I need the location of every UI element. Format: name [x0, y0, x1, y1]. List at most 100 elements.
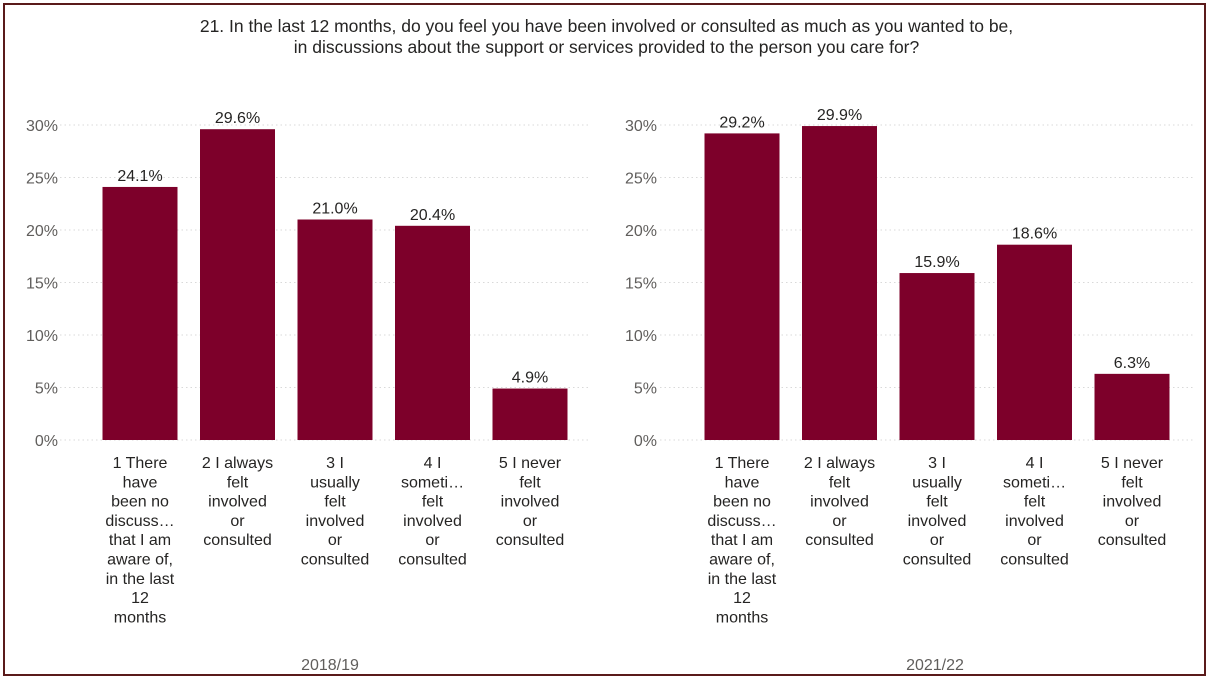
x-tick-label: aware of,: [709, 552, 775, 569]
data-label: 4.9%: [512, 370, 548, 387]
y-tick-label: 25%: [625, 171, 657, 188]
x-tick-label: felt: [324, 494, 346, 511]
x-tick-label: 5 I never: [1101, 455, 1164, 472]
bar: [297, 219, 373, 440]
y-tick-label: 5%: [35, 381, 58, 398]
bar: [997, 244, 1072, 440]
x-tick-label: someti…: [401, 474, 464, 491]
y-tick-label: 20%: [26, 223, 58, 240]
x-tick-label: or: [1027, 532, 1042, 549]
x-tick-label: in the last: [106, 571, 175, 588]
y-tick-label: 25%: [26, 171, 58, 188]
x-tick-label: felt: [422, 494, 444, 511]
data-label: 29.2%: [719, 114, 764, 131]
x-tick-label: usually: [912, 474, 962, 491]
y-tick-label: 5%: [634, 381, 657, 398]
x-tick-label: involved: [208, 494, 267, 511]
x-axis-title: 2021/22: [906, 657, 964, 674]
x-tick-label: have: [725, 474, 760, 491]
x-tick-label: consulted: [496, 532, 565, 549]
y-tick-label: 10%: [625, 328, 657, 345]
x-tick-label: 3 I: [928, 455, 946, 472]
x-tick-label: 4 I: [424, 455, 442, 472]
x-tick-label: 1 There: [113, 455, 168, 472]
x-tick-label: involved: [403, 513, 462, 530]
data-label: 6.3%: [1114, 355, 1150, 372]
x-tick-label: 1 There: [715, 455, 770, 472]
x-tick-label: involved: [1103, 494, 1162, 511]
data-label: 29.6%: [215, 110, 260, 127]
x-tick-label: months: [716, 609, 768, 626]
x-tick-label: 4 I: [1026, 455, 1044, 472]
y-tick-label: 20%: [625, 223, 657, 240]
bar: [200, 129, 275, 440]
x-tick-label: that I am: [711, 532, 773, 549]
x-tick-label: 12: [733, 590, 751, 607]
chart-title: 21. In the last 12 months, do you feel y…: [0, 16, 1213, 58]
chart-frame: [3, 3, 1206, 676]
x-tick-label: consulted: [1000, 552, 1069, 569]
bar: [492, 388, 568, 440]
x-tick-label: usually: [310, 474, 360, 491]
y-tick-label: 30%: [26, 118, 58, 135]
x-tick-label: consulted: [805, 532, 874, 549]
x-tick-label: that I am: [109, 532, 171, 549]
data-label: 24.1%: [117, 168, 162, 185]
x-tick-label: or: [328, 532, 343, 549]
x-tick-label: consulted: [1098, 532, 1167, 549]
x-tick-label: in the last: [708, 571, 777, 588]
x-tick-label: or: [523, 513, 538, 530]
x-tick-label: discuss…: [105, 513, 174, 530]
data-label: 21.0%: [312, 201, 357, 218]
bar: [704, 133, 780, 440]
x-tick-label: 3 I: [326, 455, 344, 472]
x-tick-label: felt: [1024, 494, 1046, 511]
x-tick-label: consulted: [301, 552, 370, 569]
chart-title-line-2: in discussions about the support or serv…: [293, 37, 920, 57]
bar: [102, 186, 178, 440]
x-tick-label: involved: [908, 513, 967, 530]
x-tick-label: discuss…: [707, 513, 776, 530]
x-tick-label: aware of,: [107, 552, 173, 569]
data-label: 29.9%: [817, 107, 862, 124]
bar: [899, 273, 975, 440]
x-tick-label: felt: [829, 474, 851, 491]
data-label: 15.9%: [914, 254, 959, 271]
x-tick-label: felt: [227, 474, 249, 491]
x-tick-label: or: [230, 513, 245, 530]
x-tick-label: involved: [501, 494, 560, 511]
x-tick-label: felt: [519, 474, 541, 491]
bar: [395, 225, 470, 440]
x-tick-label: involved: [810, 494, 869, 511]
x-tick-label: consulted: [903, 552, 972, 569]
x-tick-label: or: [930, 532, 945, 549]
x-tick-label: involved: [306, 513, 365, 530]
x-axis-title: 2018/19: [301, 657, 359, 674]
y-tick-label: 10%: [26, 328, 58, 345]
x-tick-label: or: [425, 532, 440, 549]
y-tick-label: 15%: [625, 276, 657, 293]
bar: [1094, 373, 1170, 440]
x-tick-label: been no: [713, 494, 771, 511]
x-tick-label: or: [832, 513, 847, 530]
data-label: 20.4%: [410, 207, 455, 224]
data-label: 18.6%: [1012, 226, 1057, 243]
y-tick-label: 30%: [625, 118, 657, 135]
x-tick-label: consulted: [203, 532, 272, 549]
bar: [802, 126, 877, 441]
x-tick-label: months: [114, 609, 166, 626]
x-tick-label: felt: [1121, 474, 1143, 491]
y-tick-label: 15%: [26, 276, 58, 293]
chart-title-line-1: 21. In the last 12 months, do you feel y…: [199, 16, 1014, 36]
x-tick-label: 2 I always: [202, 455, 273, 472]
x-tick-label: 2 I always: [804, 455, 875, 472]
x-tick-label: 12: [131, 590, 149, 607]
x-tick-label: have: [123, 474, 158, 491]
x-tick-label: involved: [1005, 513, 1064, 530]
y-tick-label: 0%: [35, 433, 58, 450]
x-tick-label: consulted: [398, 552, 467, 569]
x-tick-label: or: [1125, 513, 1140, 530]
x-tick-label: been no: [111, 494, 169, 511]
y-tick-label: 0%: [634, 433, 657, 450]
